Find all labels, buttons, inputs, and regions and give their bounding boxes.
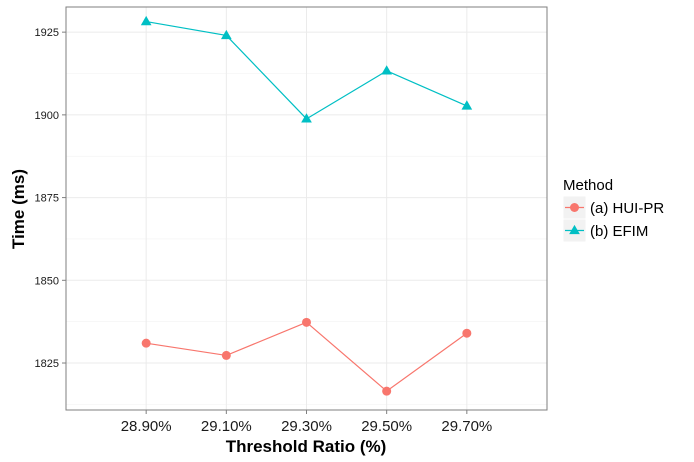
- y-tick-label: 1875: [35, 193, 59, 205]
- series-2: [140, 15, 473, 123]
- legend-label: (a) HUI-PR: [590, 200, 664, 217]
- data-point: [221, 350, 231, 360]
- data-point: [141, 338, 151, 348]
- data-point: [382, 386, 392, 396]
- legend-title: Method: [563, 177, 613, 194]
- y-axis-title: Time (ms): [9, 169, 28, 249]
- legend-key-marker: [570, 203, 579, 212]
- x-tick-label: 29.50%: [361, 418, 412, 435]
- data-point: [140, 15, 152, 26]
- legend-key-marker: [569, 224, 580, 235]
- data-point: [302, 317, 311, 327]
- x-tick-label: 29.10%: [201, 418, 252, 435]
- legend: Method (a) HUI-PR (b) EFIM: [562, 177, 664, 243]
- data-point: [461, 100, 473, 110]
- legend-item-2: (b) EFIM: [562, 218, 648, 243]
- y-tick-label: 1925: [35, 27, 59, 39]
- series-1: [141, 317, 472, 396]
- data-point: [301, 113, 312, 123]
- x-axis-ticks: 28.90% 29.10% 29.30% 29.50% 29.70%: [121, 410, 492, 435]
- x-tick-label: 28.90%: [121, 418, 172, 435]
- series-layer: [140, 15, 473, 396]
- legend-label: (b) EFIM: [590, 223, 648, 240]
- y-tick-label: 1900: [35, 110, 59, 122]
- data-point: [462, 328, 472, 338]
- data-point: [381, 65, 393, 75]
- grid-lines: [66, 7, 547, 410]
- y-tick-label: 1825: [35, 358, 59, 370]
- legend-item-1: (a) HUI-PR: [562, 195, 664, 220]
- x-tick-label: 29.70%: [441, 418, 492, 435]
- x-axis-title: Threshold Ratio (%): [226, 437, 387, 456]
- y-axis-ticks: 1825 1850 1875 1900 1925: [35, 27, 66, 370]
- y-tick-label: 1850: [35, 275, 59, 287]
- x-tick-label: 29.30%: [281, 418, 332, 435]
- data-point: [220, 29, 232, 40]
